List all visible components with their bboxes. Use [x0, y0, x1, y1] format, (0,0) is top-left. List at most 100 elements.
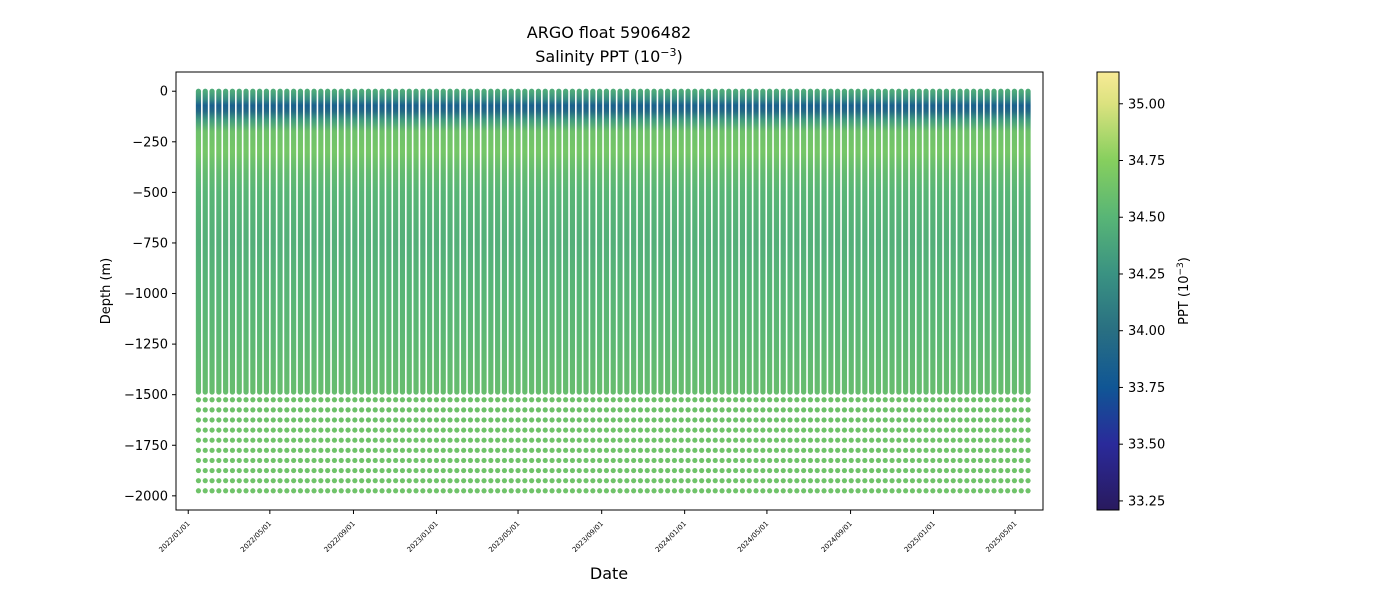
deep-point [270, 488, 276, 494]
deep-point [195, 478, 202, 484]
deep-point [515, 488, 521, 494]
deep-point [427, 427, 433, 433]
deep-point [1011, 427, 1018, 433]
deep-point [331, 478, 338, 484]
deep-point [923, 478, 929, 484]
deep-point [467, 447, 474, 453]
deep-point [413, 478, 419, 484]
deep-point [814, 427, 820, 433]
deep-point [501, 407, 508, 413]
deep-point [1005, 427, 1011, 433]
deep-point [304, 488, 310, 494]
deep-point [937, 457, 943, 464]
colorbar-tick-label: 34.75 [1128, 154, 1165, 169]
deep-point [352, 417, 358, 423]
deep-point [216, 397, 222, 403]
deep-point [549, 478, 555, 484]
deep-point [399, 397, 406, 403]
deep-point [529, 407, 535, 413]
deep-point [977, 417, 984, 423]
deep-point [359, 467, 365, 474]
deep-point [318, 447, 324, 453]
deep-point [399, 488, 406, 494]
profile-2024-01-16 [692, 88, 698, 395]
deep-point [760, 407, 766, 413]
deep-point [896, 407, 902, 413]
deep-point [773, 437, 780, 443]
profile-2024-10-12 [875, 88, 882, 395]
deep-point [576, 437, 582, 443]
deep-point [610, 467, 616, 474]
deep-point [311, 397, 317, 403]
deep-point [760, 427, 766, 433]
deep-point [440, 407, 446, 413]
deep-point [345, 447, 351, 453]
deep-point [733, 437, 739, 443]
deep-point [671, 407, 678, 413]
colorbar-tick-label: 34.00 [1128, 324, 1165, 339]
deep-point [529, 488, 535, 494]
deep-point [535, 417, 542, 423]
deep-point [365, 417, 372, 423]
x-tick-label: 2023/01/01 [406, 520, 440, 554]
deep-point [508, 467, 514, 474]
deep-point [828, 467, 834, 474]
deep-point [631, 447, 637, 453]
x-tick-label: 2025/05/01 [984, 520, 1018, 554]
deep-point [522, 467, 528, 474]
deep-point [1025, 457, 1031, 464]
deep-point [787, 478, 793, 484]
deep-point [331, 467, 338, 474]
deep-point [522, 407, 528, 413]
deep-point [447, 417, 453, 423]
deep-point [733, 457, 739, 464]
deep-point [420, 467, 426, 474]
deep-point [943, 447, 950, 453]
deep-point [1005, 417, 1011, 423]
deep-point [488, 407, 494, 413]
deep-point [338, 467, 344, 474]
deep-point [637, 478, 644, 484]
deep-point [787, 407, 793, 413]
deep-point [624, 407, 630, 413]
deep-point [461, 437, 467, 443]
deep-point [617, 467, 623, 474]
deep-point [243, 407, 249, 413]
colorbar-tick-label: 35.00 [1128, 97, 1165, 112]
deep-point [773, 407, 780, 413]
deep-point [243, 417, 249, 423]
deep-point [950, 417, 956, 423]
deep-point [787, 427, 793, 433]
deep-point [195, 488, 202, 494]
profile-2023-07-30 [576, 88, 582, 395]
profile-2024-12-31 [930, 88, 936, 395]
profile-2025-02-19 [964, 88, 970, 395]
profile-2023-01-01 [433, 88, 440, 395]
deep-point [767, 467, 773, 474]
deep-point [746, 397, 752, 403]
deep-point [304, 457, 310, 464]
profile-2022-05-26 [284, 88, 290, 395]
profile-2025-05-10 [1018, 88, 1024, 395]
deep-point [216, 478, 222, 484]
deep-point [556, 447, 562, 453]
profile-2025-03-21 [984, 88, 990, 395]
deep-point [365, 427, 372, 433]
deep-point [447, 427, 453, 433]
deep-point [529, 478, 535, 484]
deep-point [841, 427, 848, 433]
deep-point [236, 437, 242, 443]
deep-point [263, 397, 270, 403]
deep-point [855, 437, 861, 443]
deep-point [977, 427, 984, 433]
deep-point [909, 417, 916, 423]
profile-2024-11-21 [903, 88, 909, 395]
deep-point [991, 427, 997, 433]
deep-point [739, 488, 746, 494]
deep-point [909, 427, 916, 433]
deep-point [297, 488, 304, 494]
deep-point [542, 478, 548, 484]
profile-2022-04-06 [250, 88, 256, 395]
deep-point [318, 397, 324, 403]
deep-point [277, 417, 283, 423]
